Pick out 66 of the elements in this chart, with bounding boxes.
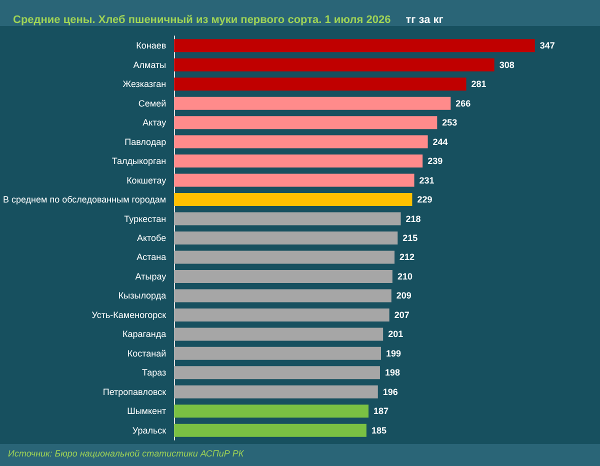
chart-title: Средние цены. Хлеб пшеничный из муки первого сорта. 1 июля 2026: [13, 14, 391, 26]
y-tick-label: Талдыкорган: [112, 156, 166, 166]
bar: [174, 174, 414, 187]
chart-subtitle: тг за кг: [406, 14, 444, 26]
y-tick-label: Атырау: [135, 271, 167, 282]
y-tick-label: Павлодар: [124, 136, 166, 147]
data-label: 209: [396, 290, 412, 301]
y-tick-label: Петропавловск: [102, 386, 166, 397]
y-tick-label: Актау: [142, 118, 167, 128]
y-tick-label: Конаев: [136, 40, 166, 51]
y-tick-label: Астана: [136, 252, 166, 262]
bar: [174, 212, 401, 226]
y-tick-label: Уральск: [132, 425, 166, 436]
y-tick-label: Тараз: [142, 368, 166, 378]
text: Источник: Бюро национальной статистики АСПиР РК: [8, 448, 244, 458]
bar: [174, 96, 451, 110]
data-label: 218: [406, 214, 421, 224]
data-label: 308: [499, 60, 514, 70]
y-tick-label: Кызылорда: [118, 290, 166, 301]
data-label: 210: [397, 271, 412, 282]
y-tick-label: Усть-Каменогорск: [92, 310, 166, 320]
data-label: 215: [402, 233, 418, 243]
bar: [174, 154, 423, 168]
bar: [174, 116, 438, 130]
data-label: 198: [384, 368, 400, 378]
data-label: 244: [432, 136, 448, 147]
bar: [174, 385, 378, 398]
data-label: 185: [371, 425, 386, 436]
data-label: 187: [374, 406, 389, 416]
y-tick-label: Семей: [138, 98, 166, 108]
y-tick-label: Туркестан: [124, 214, 166, 224]
y-tick-label: В среднем по обследованным городам: [2, 194, 166, 205]
data-label: 196: [382, 386, 398, 397]
bar: [174, 328, 384, 341]
data-label: 266: [456, 98, 471, 108]
data-label: 231: [419, 175, 434, 186]
y-tick-label: Кокшетау: [126, 175, 167, 186]
bar: [174, 78, 466, 91]
y-tick-label: Караганда: [122, 329, 166, 340]
bar: [174, 250, 395, 264]
data-label: 347: [540, 40, 555, 51]
data-label: 253: [442, 118, 458, 128]
data-label: 281: [471, 79, 486, 90]
y-tick-label: Актобе: [136, 233, 166, 243]
data-label: 201: [388, 329, 404, 340]
data-label: 207: [394, 310, 410, 320]
data-label: 239: [428, 156, 443, 166]
data-label: 212: [400, 252, 415, 262]
bar: [174, 232, 398, 244]
bar: [174, 346, 382, 360]
bar: [174, 58, 494, 72]
bar: [174, 135, 428, 148]
y-tick-label: Шымкент: [127, 406, 166, 416]
data-label: 229: [417, 194, 432, 205]
y-tick-label: Жезказган: [122, 79, 166, 90]
bar: [174, 289, 392, 302]
bar: [174, 193, 412, 206]
bar: [174, 270, 392, 283]
bar: [174, 308, 390, 322]
bar: [174, 39, 535, 52]
y-tick-label: Алматы: [133, 60, 166, 70]
data-label: 199: [386, 348, 402, 358]
y-tick-label: Костанай: [127, 348, 166, 358]
bar: [174, 366, 380, 380]
bar: [174, 424, 366, 437]
bar: [174, 404, 369, 418]
